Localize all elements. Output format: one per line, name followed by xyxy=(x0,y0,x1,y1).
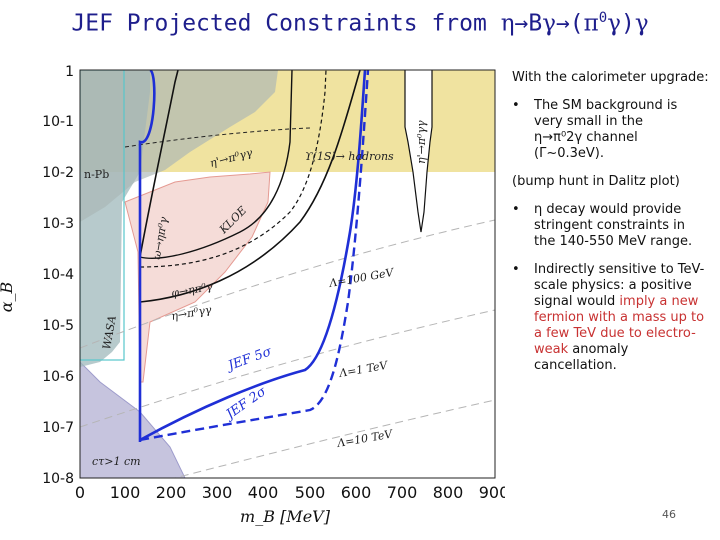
eta-prime-curve xyxy=(124,127,311,148)
plot-frame xyxy=(79,69,496,479)
bullet-dot: • xyxy=(512,262,520,277)
omega-curve xyxy=(139,70,179,258)
page-number: 46 xyxy=(662,508,676,521)
lambda10-line xyxy=(172,399,495,478)
x-tick-0: 0 xyxy=(75,483,85,502)
exclusion-plot: 0 100 200 300 400 500 600 700 800 900 1 … xyxy=(0,64,505,526)
y-tick-1e-4: 10-4 xyxy=(42,267,74,283)
x-tick-600: 600 xyxy=(341,483,372,502)
x-tick-700: 700 xyxy=(387,483,418,502)
gray-region xyxy=(80,70,278,222)
x-tick-100: 100 xyxy=(110,483,141,502)
y-tick-1e-8: 10-8 xyxy=(42,471,74,487)
bullet-dot: • xyxy=(512,202,520,217)
y-tick-1e-1: 10-1 xyxy=(42,114,74,130)
y-tick-1e-6: 10-6 xyxy=(42,369,74,385)
wasa-label: WASA xyxy=(100,315,119,351)
n-pb-label: n-Pb xyxy=(84,168,109,181)
lambda100-line xyxy=(80,219,495,349)
x-tick-300: 300 xyxy=(202,483,233,502)
x-tick-400: 400 xyxy=(248,483,279,502)
eta-gamma-curve xyxy=(139,70,361,303)
lambda1-line xyxy=(80,309,495,428)
note-bullet-2: • η decay would provide stringent constr… xyxy=(512,202,710,250)
note-bullet-1: • The SM background is very small in the… xyxy=(512,98,710,162)
y-tick-1e-5: 10-5 xyxy=(42,318,74,334)
x-tick-500: 500 xyxy=(295,483,326,502)
upsilon-label: ϒ(1S)→ hadrons xyxy=(305,150,394,163)
ctau-label: cτ>1 cm xyxy=(92,455,141,468)
ctau-region xyxy=(80,361,186,478)
jef2-curve xyxy=(139,70,370,442)
n-pb-outline xyxy=(80,70,125,361)
notes-panel: With the calorimeter upgrade: • The SM b… xyxy=(512,70,710,386)
jef5-curve xyxy=(139,70,367,442)
y-tick-1e-2: 10-2 xyxy=(42,165,74,181)
slide-title: JEF Projected Constraints from η→Bγ→(π0γ… xyxy=(71,10,649,37)
notes-bump: (bump hunt in Dalitz plot) xyxy=(512,174,680,189)
y-tick-1: 1 xyxy=(65,64,74,80)
y-tick-1e-3: 10-3 xyxy=(42,216,74,232)
eta-pi-curve xyxy=(139,70,327,268)
x-tick-900: 900 xyxy=(479,483,505,502)
x-axis-label: m_B [MeV] xyxy=(240,507,331,526)
x-tick-200: 200 xyxy=(156,483,187,502)
x-tick-800: 800 xyxy=(433,483,464,502)
bullet-dot: • xyxy=(512,98,520,113)
note-text-1: The SM background is very small in the η→… xyxy=(534,98,678,161)
notes-intro: With the calorimeter upgrade: xyxy=(512,70,709,85)
note-text-3: Indirectly sensitive to TeV-scale physic… xyxy=(534,262,705,373)
jef5-left-edge xyxy=(138,70,156,442)
eta-prime-label-2: η'→π⁰γγ xyxy=(415,120,428,164)
y-tick-1e-7: 10-7 xyxy=(42,420,74,436)
note-text-2: η decay would provide stringent constrai… xyxy=(534,202,693,249)
note-bullet-3: • Indirectly sensitive to TeV-scale phys… xyxy=(512,262,710,374)
eta-prime-notch xyxy=(404,70,433,233)
y-axis-label: α_B xyxy=(0,281,16,312)
phi-curve xyxy=(139,70,293,259)
